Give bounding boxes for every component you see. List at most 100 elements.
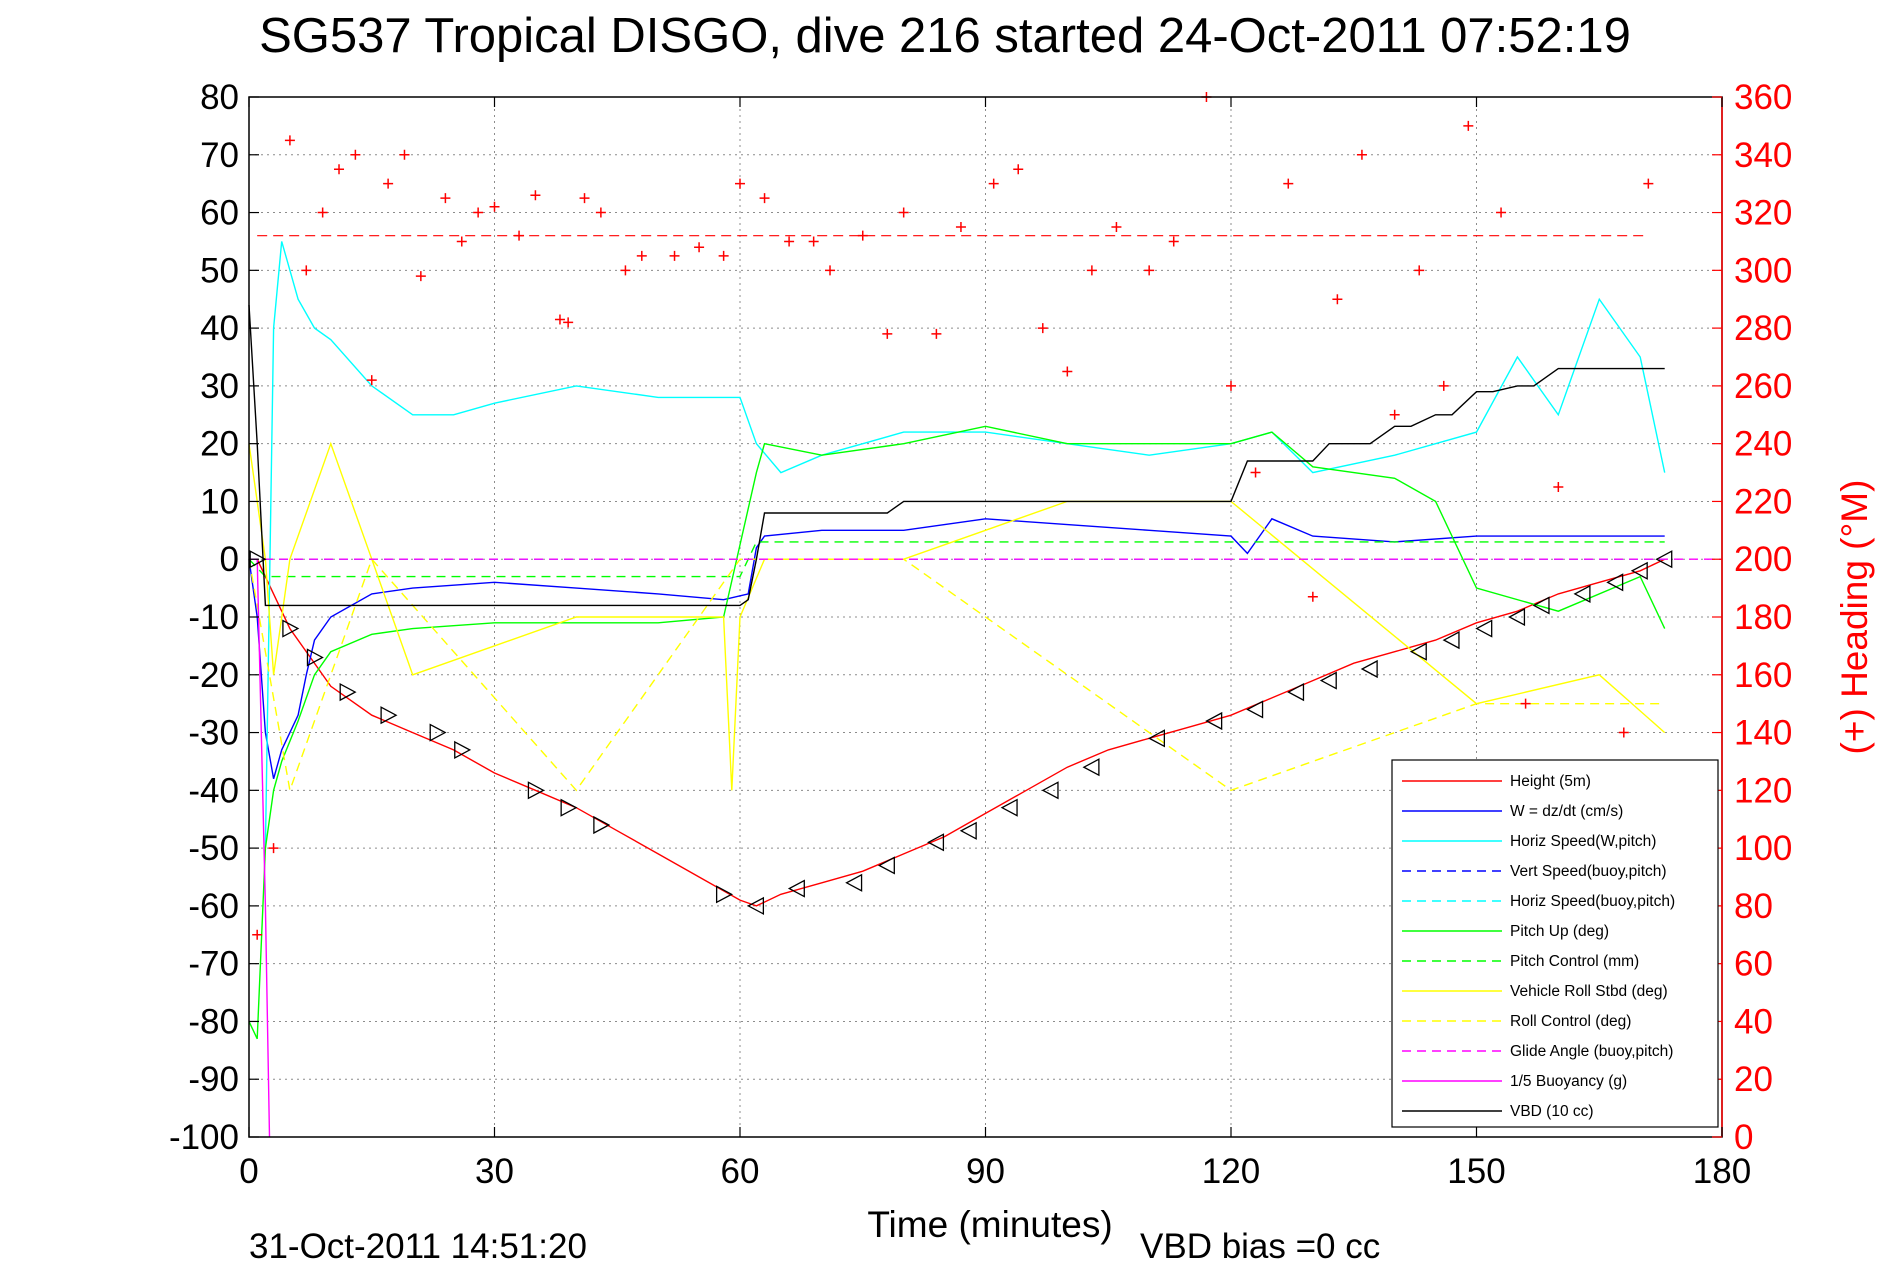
legend-box bbox=[1391, 759, 1719, 1128]
triangle-marker bbox=[845, 873, 863, 892]
right-tick-label: 300 bbox=[1734, 251, 1792, 290]
y-tick-label: -10 bbox=[188, 598, 239, 637]
legend: Height (5m) W = dz/dt (cm/s) Horiz Speed(W… bbox=[1391, 759, 1719, 1128]
triangle-marker bbox=[1409, 642, 1427, 661]
heading-point bbox=[759, 193, 770, 204]
right-tick-label: 40 bbox=[1734, 1002, 1773, 1041]
triangle-marker bbox=[927, 833, 945, 852]
legend-label: Roll Control (deg) bbox=[1510, 1013, 1631, 1030]
heading-point bbox=[808, 236, 819, 247]
triangle-marker bbox=[746, 896, 765, 915]
right-tick-label: 160 bbox=[1734, 656, 1792, 695]
heading-point bbox=[366, 375, 377, 386]
triangle-marker bbox=[1041, 781, 1059, 800]
heading-point bbox=[334, 164, 345, 175]
heading-point bbox=[579, 193, 590, 204]
timestamp-footer: 31-Oct-2011 14:51:20 bbox=[249, 1227, 587, 1262]
right-tick-label: 140 bbox=[1734, 714, 1792, 753]
right-tick-label: 20 bbox=[1734, 1060, 1773, 1099]
x-tick-label: 120 bbox=[1202, 1152, 1260, 1191]
y-tick-label: -50 bbox=[188, 829, 239, 868]
triangle-marker bbox=[429, 723, 447, 742]
series-vbd-10-cc bbox=[248, 304, 1665, 607]
right-tick-label: 100 bbox=[1734, 829, 1792, 868]
y-tick-label: 40 bbox=[200, 309, 239, 348]
heading-point bbox=[301, 265, 312, 276]
heading-point bbox=[636, 250, 647, 261]
heading-point bbox=[554, 314, 565, 325]
right-tick-label: 260 bbox=[1734, 367, 1792, 406]
x-tick-label: 30 bbox=[475, 1152, 514, 1191]
heading-point bbox=[620, 265, 631, 276]
heading-point bbox=[530, 190, 541, 201]
legend-label: Horiz Speed(W,pitch) bbox=[1510, 833, 1656, 850]
triangle-marker bbox=[527, 781, 545, 800]
right-axis-label: (+) Heading (°M) bbox=[1834, 480, 1875, 755]
heading-point bbox=[735, 178, 745, 189]
heading-point bbox=[415, 271, 426, 282]
y-tick-label: 70 bbox=[200, 136, 239, 175]
triangle-marker bbox=[1319, 671, 1337, 690]
y-tick-label: 80 bbox=[200, 78, 239, 117]
heading-point bbox=[1389, 409, 1400, 420]
triangle-marker bbox=[715, 885, 734, 904]
right-tick-label: 0 bbox=[1734, 1118, 1753, 1157]
series-w-dz-dt-cm-s bbox=[248, 517, 1665, 779]
right-tick-label: 120 bbox=[1734, 771, 1792, 810]
legend-label: Pitch Control (mm) bbox=[1510, 953, 1639, 970]
data-series bbox=[248, 92, 1722, 1138]
triangle-marker bbox=[1532, 596, 1550, 615]
triangle-marker bbox=[593, 815, 611, 835]
triangle-marker bbox=[877, 856, 895, 875]
triangle-marker bbox=[380, 706, 398, 725]
triangle-marker bbox=[1287, 683, 1305, 702]
triangle-marker bbox=[454, 740, 472, 759]
heading-point bbox=[456, 236, 467, 247]
heading-point bbox=[988, 178, 999, 189]
triangle-marker bbox=[1630, 561, 1648, 580]
triangle-marker bbox=[1573, 584, 1591, 603]
triangle-marker bbox=[1000, 798, 1018, 817]
y-tick-label: -80 bbox=[188, 1002, 239, 1041]
heading-point bbox=[1037, 323, 1048, 334]
y-tick-label: 20 bbox=[200, 425, 239, 464]
y-tick-label: 0 bbox=[220, 540, 239, 579]
heading-point bbox=[1332, 294, 1343, 305]
series-pitch-up-deg bbox=[248, 425, 1666, 1040]
y-tick-label: 50 bbox=[200, 251, 239, 290]
y-tick-label: -100 bbox=[169, 1118, 239, 1157]
heading-point bbox=[1496, 207, 1507, 218]
heading-point bbox=[882, 328, 893, 339]
triangle-marker bbox=[306, 648, 324, 667]
heading-point bbox=[440, 193, 451, 204]
right-tick-label: 240 bbox=[1734, 425, 1792, 464]
y-tick-label: -20 bbox=[188, 656, 239, 695]
triangle-marker bbox=[1147, 729, 1165, 748]
legend-label: Vert Speed(buoy,pitch) bbox=[1510, 863, 1667, 880]
heading-point bbox=[955, 222, 966, 232]
heading-point bbox=[473, 207, 484, 218]
triangle-marker bbox=[282, 619, 300, 638]
y-tick-label: -70 bbox=[188, 945, 239, 984]
x-axis-label: Time (minutes) bbox=[867, 1204, 1112, 1245]
heading-point bbox=[694, 242, 705, 253]
y-tick-label: 10 bbox=[200, 482, 239, 521]
triangle-marker bbox=[787, 879, 805, 898]
right-tick-label: 320 bbox=[1734, 194, 1792, 233]
heading-point bbox=[1553, 482, 1564, 492]
right-tick-label: 80 bbox=[1734, 887, 1773, 926]
heading-point bbox=[350, 149, 361, 160]
triangle-marker bbox=[560, 798, 578, 817]
legend-label: VBD (10 cc) bbox=[1510, 1103, 1594, 1120]
heading-point bbox=[252, 929, 263, 940]
heading-point bbox=[1307, 591, 1318, 602]
axis-ticks: 0 30 60 90 120 150 18080706050403020100-10-20-… bbox=[169, 78, 1792, 1191]
legend-label: Glide Angle (buoy,pitch) bbox=[1510, 1043, 1673, 1060]
heading-point bbox=[284, 135, 295, 146]
heading-point bbox=[563, 317, 574, 328]
heading-point bbox=[825, 265, 836, 276]
y-tick-label: -30 bbox=[188, 714, 239, 753]
heading-point bbox=[1013, 164, 1024, 175]
legend-label: Height (5m) bbox=[1510, 773, 1591, 790]
heading-point bbox=[1226, 380, 1236, 391]
